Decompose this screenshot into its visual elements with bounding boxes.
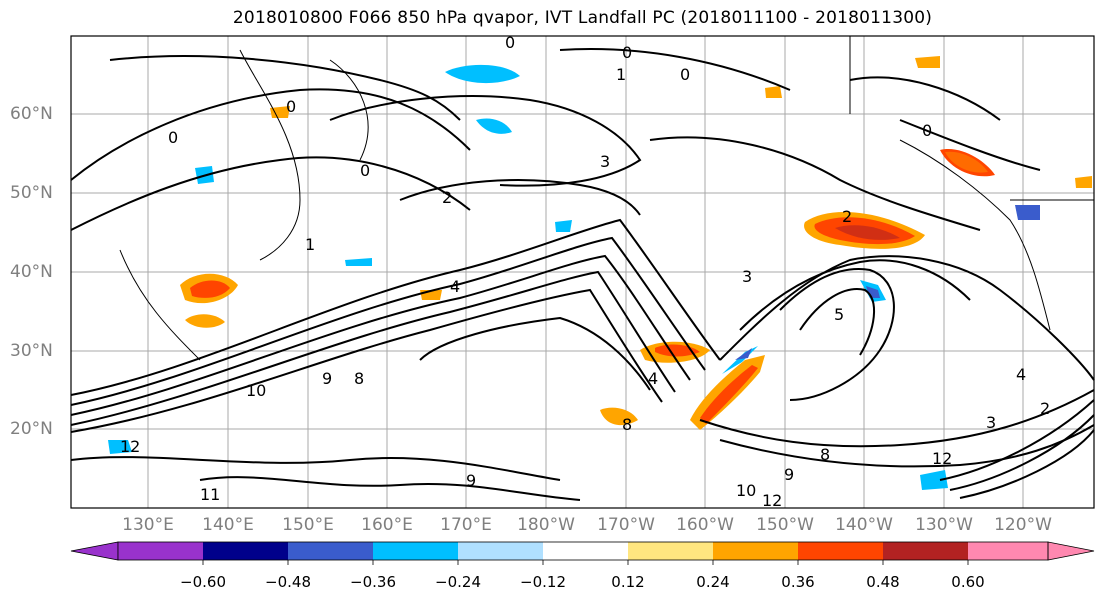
contour-label: 4 (648, 369, 658, 388)
contour-label: 10 (246, 381, 266, 400)
contour-label-group: 0 0 0 0 1 0 0 0 3 2 1 2 4 4 9 10 8 8 9 8… (120, 33, 1050, 510)
contour-label: 4 (450, 277, 460, 296)
contour-label: 9 (466, 471, 476, 490)
colorbar-segment (458, 542, 543, 560)
colorbar-tick-label: −0.24 (435, 573, 481, 591)
contour-label: 0 (922, 121, 932, 140)
lon-tick-label: 120°W (994, 515, 1052, 535)
contour-label: 2 (1040, 399, 1050, 418)
lat-tick-label: 50°N (10, 183, 53, 203)
contour-label: 12 (762, 491, 782, 510)
colorbar-segment (118, 542, 203, 560)
lon-tick-label: 150°E (282, 515, 334, 535)
lon-tick-label: 170°E (440, 515, 492, 535)
contour-label: 11 (200, 485, 220, 504)
colorbar-segment (543, 542, 628, 560)
coastlines (119, 36, 1094, 361)
colorbar-tick-label: −0.60 (180, 573, 226, 591)
colorbar-segment (373, 542, 458, 560)
contour-label: 8 (354, 369, 364, 388)
contour-label: 12 (120, 437, 140, 456)
contour-label: 0 (360, 161, 370, 180)
colorbar-segment (713, 542, 798, 560)
contour-label: 3 (742, 267, 752, 286)
lon-tick-label: 130°E (122, 515, 174, 535)
map-border (70, 35, 1095, 509)
colorbar-extend-max (1047, 541, 1095, 561)
contour-label: 0 (505, 33, 515, 52)
contour-label: 3 (986, 413, 996, 432)
contour-label: 4 (1016, 365, 1026, 384)
ivt-contours (70, 48, 1095, 501)
lon-tick-label: 180°W (517, 515, 575, 535)
contour-label: 0 (680, 65, 690, 84)
contour-label: 10 (736, 481, 756, 500)
colorbar-tick-label: 0.12 (611, 573, 645, 591)
contour-label: 12 (932, 449, 952, 468)
contour-label: 0 (622, 43, 632, 62)
lon-tick-label: 160°W (676, 515, 734, 535)
contour-label: 8 (622, 415, 632, 434)
colorbar-tick-label: 0.36 (781, 573, 815, 591)
colorbar-tick-label: −0.36 (350, 573, 396, 591)
colorbar-tick-label: −0.12 (520, 573, 566, 591)
colorbar-tick-label: −0.48 (265, 573, 311, 591)
colorbar-segment (968, 542, 1048, 560)
colorbar-tick-label: 0.48 (866, 573, 900, 591)
lat-tick-label: 20°N (10, 419, 53, 439)
colorbar-segment (628, 542, 713, 560)
lat-tick-label: 30°N (10, 341, 53, 361)
colorbar-outline (117, 541, 1049, 561)
qvapor-shading (108, 56, 1092, 490)
lon-tick-label: 170°W (597, 515, 655, 535)
contour-label: 1 (616, 65, 626, 84)
colorbar-tick-label: 0.24 (696, 573, 730, 591)
lat-tick-label: 60°N (10, 104, 53, 124)
colorbar-segment (798, 542, 883, 560)
colorbar-tick-marks (202, 560, 969, 565)
colorbar-extend-min (70, 541, 119, 561)
lon-tick-label: 150°W (756, 515, 814, 535)
colorbar-tick-label: 0.60 (951, 573, 985, 591)
contour-label: 5 (834, 305, 844, 324)
colorbar-segment (288, 542, 373, 560)
contour-label: 1 (305, 235, 315, 254)
lon-tick-label: 140°E (202, 515, 254, 535)
lat-tick-label: 40°N (10, 262, 53, 282)
lon-tick-label: 130°W (915, 515, 973, 535)
lon-tick-label: 140°W (835, 515, 893, 535)
contour-label: 9 (322, 369, 332, 388)
contour-label: 2 (442, 188, 452, 207)
colorbar (70, 541, 1095, 565)
colorbar-segment (203, 542, 288, 560)
lon-tick-label: 160°E (361, 515, 413, 535)
contour-label: 0 (168, 128, 178, 147)
contour-label: 3 (600, 152, 610, 171)
contour-label: 8 (820, 445, 830, 464)
map-title: 2018010800 F066 850 hPa qvapor, IVT Land… (232, 8, 933, 28)
colorbar-segment (883, 542, 968, 560)
contour-label: 0 (286, 97, 296, 116)
contour-label: 2 (842, 207, 852, 226)
contour-label: 9 (784, 465, 794, 484)
